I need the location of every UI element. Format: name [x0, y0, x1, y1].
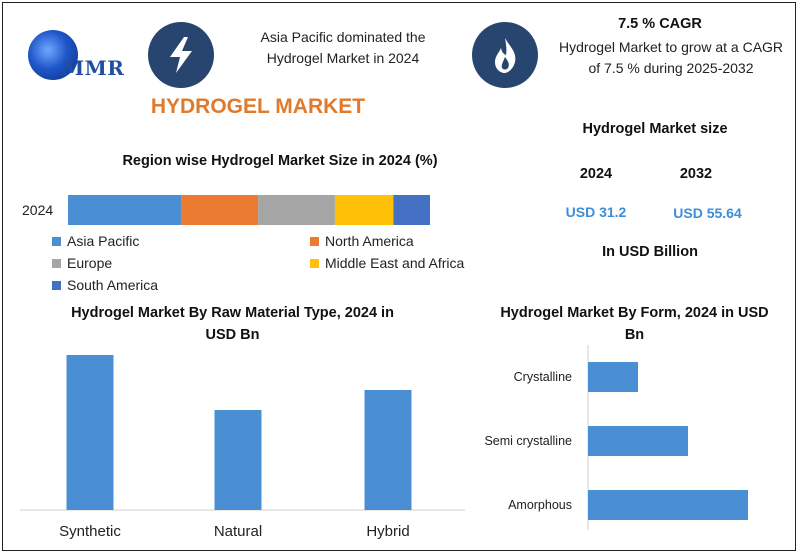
market-size-title: Hydrogel Market size	[582, 121, 728, 137]
form-tick-crystalline: Crystalline	[514, 370, 572, 384]
region-segment-middle-east-and-africa	[334, 195, 394, 225]
legend-label: Asia Pacific	[67, 233, 140, 249]
market-size-unit: In USD Billion	[602, 244, 698, 260]
market-size-value-2: USD 55.64	[673, 205, 742, 221]
legend-label: North America	[325, 233, 414, 249]
raw-material-tick-natural: Natural	[214, 523, 262, 540]
logo-text: MMR	[62, 56, 125, 80]
market-size-value-1: USD 31.2	[565, 204, 627, 220]
form-tick-semi-crystalline: Semi crystalline	[484, 434, 572, 448]
region-chart-category-label: 2024	[22, 202, 54, 218]
form-chart-title: Hydrogel Market By Form, 2024 in USD Bn	[500, 305, 769, 343]
legend-label: Europe	[67, 255, 113, 271]
raw-material-bar-synthetic	[66, 355, 114, 510]
lightning-icon	[148, 22, 214, 88]
legend-item-north-america: North America	[310, 233, 414, 249]
raw-material-tick-hybrid: Hybrid	[366, 523, 409, 540]
market-size-year-1: 2024	[579, 166, 613, 182]
form-bar-chart: Crystalline Semi crystalline Amorphous	[484, 345, 748, 530]
region-segment-europe	[258, 195, 335, 225]
form-bar-amorphous	[588, 490, 748, 520]
legend-item-asia-pacific: Asia Pacific	[52, 233, 139, 249]
region-dominance-text: Asia Pacific dominated the Hydrogel Mark…	[260, 29, 426, 66]
raw-material-bar-natural	[214, 410, 262, 510]
cagr-text: Hydrogel Market to grow at a CAGR of 7.5…	[558, 39, 784, 76]
legend-label: South America	[67, 277, 159, 293]
legend-swatch	[52, 280, 61, 290]
region-legend: Asia Pacific North America Europe Middle Ea…	[52, 233, 492, 295]
region-segment-asia-pacific	[68, 195, 182, 225]
raw-material-bar-chart: Synthetic Natural Hybrid	[20, 355, 465, 540]
region-segment-south-america	[393, 195, 430, 225]
raw-material-tick-synthetic: Synthetic	[59, 523, 121, 540]
legend-item-middle-east-and-africa: Middle East and Africa	[310, 255, 464, 271]
legend-item-europe: Europe	[52, 255, 112, 271]
cagr-heading: 7.5 % CAGR	[618, 16, 702, 32]
form-bar-semi-crystalline	[588, 426, 688, 456]
legend-swatch	[52, 258, 61, 268]
form-bar-crystalline	[588, 362, 638, 392]
flame-icon	[472, 22, 538, 88]
legend-label: Middle East and Africa	[325, 255, 465, 271]
region-stacked-bar	[68, 195, 430, 225]
logo-globe-icon	[28, 30, 78, 80]
raw-material-bar-hybrid	[364, 390, 412, 510]
raw-material-chart-title: Hydrogel Market By Raw Material Type, 20…	[71, 305, 394, 343]
market-size-year-2: 2032	[679, 166, 713, 182]
legend-swatch	[52, 236, 61, 246]
region-chart-title: Region wise Hydrogel Market Size in 2024…	[122, 153, 438, 169]
region-segment-north-america	[181, 195, 259, 225]
legend-swatch	[310, 258, 319, 268]
form-tick-amorphous: Amorphous	[508, 498, 572, 512]
legend-item-south-america: South America	[52, 277, 158, 293]
legend-swatch	[310, 236, 319, 246]
main-title: HYDROGEL MARKET	[150, 95, 366, 118]
